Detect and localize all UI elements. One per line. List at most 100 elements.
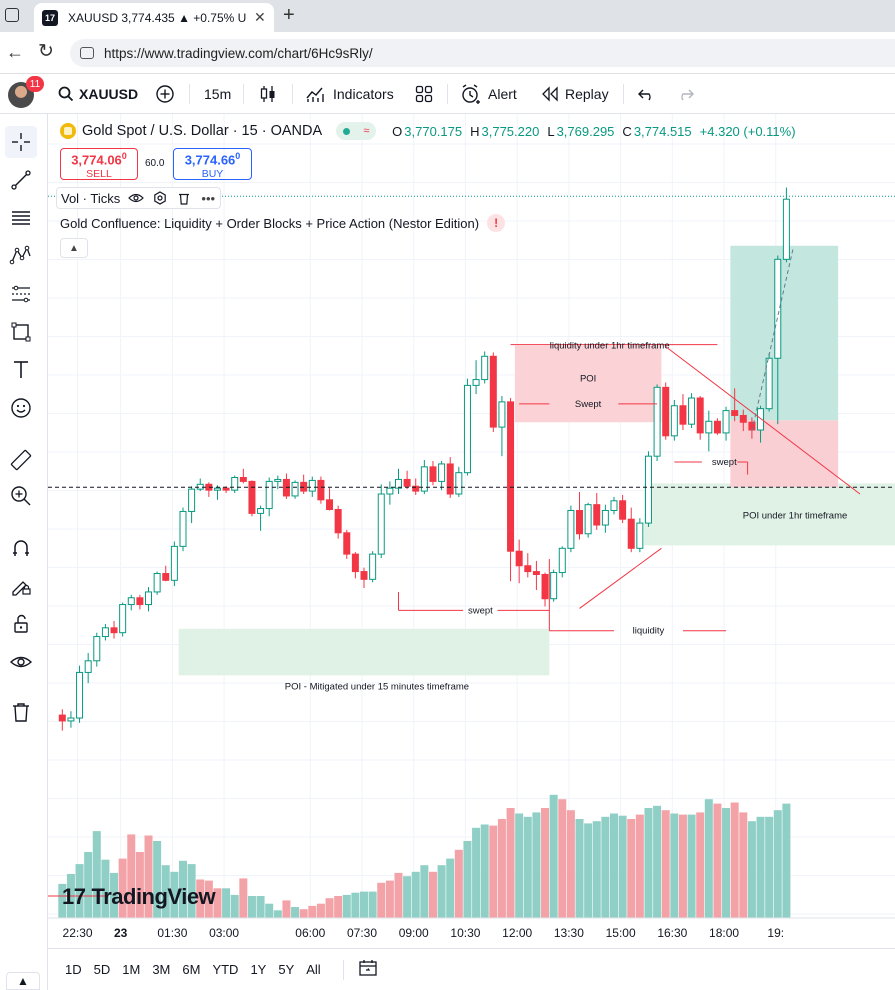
candle-down — [317, 479, 325, 501]
zoom-tool[interactable] — [5, 480, 37, 512]
forecast-tool[interactable] — [5, 278, 37, 310]
alert-button[interactable]: Alert — [460, 74, 517, 114]
close-tab-icon[interactable]: ✕ — [254, 9, 266, 25]
range-5d[interactable]: 5D — [93, 962, 111, 977]
buy-button[interactable]: 3,774.660 BUY — [173, 148, 252, 180]
text-tool[interactable] — [5, 354, 37, 386]
volume-bar — [653, 805, 662, 918]
lock-drawings[interactable] — [5, 608, 37, 640]
ohlc-values: O 3,770.175 H 3,775.220 L 3,769.295 C 3,774.… — [392, 124, 801, 139]
symbol-search-button[interactable]: XAUUSD — [58, 74, 138, 114]
error-icon[interactable]: ! — [487, 214, 506, 232]
time-tick-label: 07:30 — [347, 926, 377, 940]
eye-icon[interactable] — [128, 190, 145, 206]
emoji-tool[interactable] — [5, 392, 37, 424]
price-chart[interactable]: liquidity under 1hr timeframe POI Swept swe… — [48, 114, 895, 948]
window-menu-icon[interactable] — [5, 8, 19, 22]
range-5y[interactable]: 5Y — [278, 962, 295, 977]
pattern-tool[interactable] — [5, 240, 37, 272]
chart-type-button[interactable] — [259, 74, 277, 114]
candle-up — [584, 504, 592, 535]
crosshair-tool[interactable] — [5, 126, 37, 158]
expand-panel-chevron-up-icon[interactable]: ▲ — [6, 972, 40, 990]
grid-icon — [415, 85, 433, 103]
magnet-tool[interactable] — [5, 532, 37, 564]
range-1d[interactable]: 1D — [65, 962, 82, 977]
range-1y[interactable]: 1Y — [250, 962, 267, 977]
replay-button[interactable]: Replay — [541, 74, 609, 114]
ascending-trendline — [579, 547, 662, 609]
hide-drawings[interactable] — [5, 646, 37, 678]
candle-up — [213, 487, 221, 491]
volume-bar — [428, 871, 437, 918]
volume-bar — [678, 814, 687, 918]
trash-icon[interactable] — [176, 190, 192, 206]
open-key: O — [392, 123, 403, 139]
indicators-button[interactable]: Indicators — [305, 74, 394, 114]
shapes-tool[interactable] — [5, 316, 37, 348]
candle-up — [377, 493, 385, 555]
crosshair-icon — [12, 133, 30, 151]
indicator-legend[interactable]: Gold Confluence: Liquidity + Order Block… — [60, 214, 506, 232]
toolbar-divider — [292, 84, 293, 104]
candle-down — [403, 478, 411, 487]
indicators-icon — [306, 87, 324, 102]
volume-bar — [454, 849, 463, 918]
remove-drawings[interactable] — [5, 696, 37, 728]
candle-down — [662, 386, 670, 437]
reload-icon[interactable]: ↻ — [38, 41, 54, 62]
settings-icon[interactable] — [152, 190, 168, 206]
candle-up — [179, 510, 187, 547]
collapse-legend-chevron-up-icon[interactable]: ▲ — [60, 238, 88, 258]
layouts-button[interactable] — [415, 74, 433, 114]
fib-tool[interactable] — [5, 202, 37, 234]
sell-button[interactable]: 3,774.060 SELL — [60, 148, 138, 180]
candle-up — [170, 545, 178, 581]
volume-bar — [351, 892, 360, 918]
buy-price: 3,774.660 — [174, 151, 251, 167]
volume-bar — [480, 824, 489, 918]
candle-up — [438, 463, 446, 482]
url-field[interactable]: https://www.tradingview.com/chart/6Hc9sR… — [70, 39, 895, 67]
candle-up — [101, 627, 109, 638]
candle-down — [326, 499, 334, 511]
stop-loss-zone — [730, 420, 839, 488]
trend-line-tool[interactable] — [5, 164, 37, 196]
back-icon[interactable]: ← — [6, 42, 24, 62]
time-tick-label: 06:00 — [295, 926, 325, 940]
swept-mid-label: swept — [712, 457, 737, 468]
symbol-title[interactable]: Gold Spot / U.S. Dollar · 15 · OANDA — [82, 123, 323, 139]
volume-bar — [730, 802, 739, 918]
range-1m[interactable]: 1M — [122, 962, 141, 977]
candle-down — [679, 405, 687, 425]
goto-date-icon[interactable] — [358, 959, 378, 980]
tradingview-logo-icon: 17 — [62, 884, 86, 909]
target-dashed-line — [751, 247, 794, 432]
volume-bar — [325, 898, 334, 918]
redo-button[interactable] — [676, 74, 694, 114]
more-icon[interactable]: ••• — [201, 190, 216, 206]
volume-indicator-legend[interactable]: Vol · Ticks ••• — [56, 187, 222, 209]
compare-button[interactable] — [155, 74, 175, 114]
candle-up — [386, 487, 394, 495]
candle-up — [567, 509, 575, 549]
range-ytd[interactable]: YTD — [212, 962, 239, 977]
browser-tab[interactable]: 17 XAUUSD 3,774.435 ▲ +0.75% Unnamed ✕ — [34, 3, 274, 32]
range-all[interactable]: All — [306, 962, 321, 977]
range-6m[interactable]: 6M — [182, 962, 201, 977]
ruler-tool[interactable] — [5, 444, 37, 476]
undo-button[interactable] — [638, 74, 656, 114]
range-3m[interactable]: 3M — [152, 962, 171, 977]
time-tick-label: 15:00 — [606, 926, 636, 940]
new-tab-icon[interactable]: + — [283, 4, 295, 26]
chart-drawings[interactable]: liquidity under 1hr timeframe POI Swept swe… — [48, 195, 895, 692]
site-info-icon[interactable] — [80, 47, 94, 59]
volume-bar — [515, 813, 524, 918]
interval-button[interactable]: 15m — [204, 86, 232, 102]
volume-bar — [549, 794, 558, 918]
volume-bar — [75, 864, 84, 918]
candle-down — [248, 480, 256, 514]
market-status-pill[interactable]: ≈ — [336, 122, 377, 140]
candle-up — [119, 604, 127, 634]
stay-in-drawing-mode[interactable] — [5, 570, 37, 602]
